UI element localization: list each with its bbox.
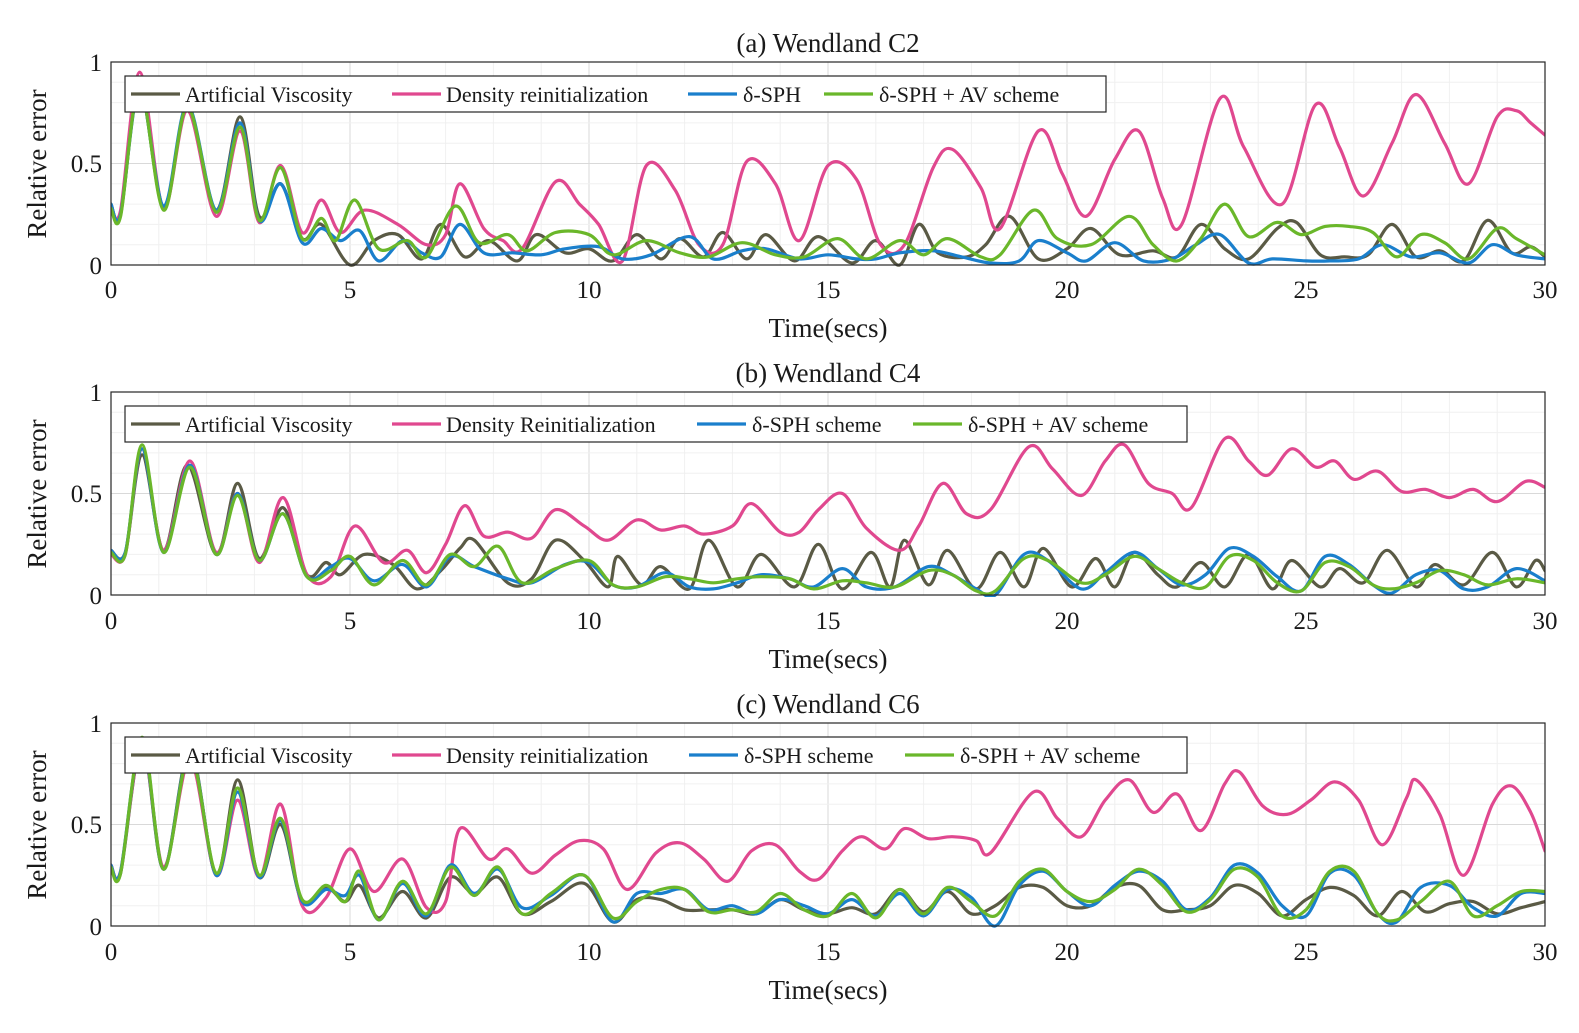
panel-c-axes-frame [110,722,1546,927]
panel-a-title: (a) Wendland C2 [736,28,919,58]
panel-a-ylabel: Relative error [22,89,52,238]
panel-a-legend-box [124,75,1107,113]
panel-a-ytick-0: 0 [90,253,103,280]
panel-c-ytick-0.5: 0.5 [71,812,102,839]
panel-a-legend-label-dsphav: δ-SPH + AV scheme [879,82,1059,107]
panel-b-ytick-0: 0 [90,583,103,610]
panel-a-xtick-5: 5 [344,277,357,304]
panel-c-series-dsphav [111,735,1545,923]
panel-c-lines [111,735,1545,928]
panel-a-legend-label-dsph: δ-SPH [743,82,801,107]
panel-b-xtick-10: 10 [577,608,602,635]
panel-c-xtick-5: 5 [344,939,357,966]
panel-b-axes-frame [110,391,1546,596]
panel-c-legend: Artificial Viscosity Density reinitializ… [124,736,1188,774]
panel-b-x-ticks: 0 5 10 15 20 25 30 [105,608,1558,635]
panel-b-xtick-30: 30 [1533,608,1558,635]
panel-b-ylabel: Relative error [22,419,52,568]
panel-a-y-ticks: 0 0.5 1 [71,50,102,280]
panel-b-legend-box [124,405,1188,443]
panel-b-lines [111,435,1545,597]
panel-b-legend-label-dsph: δ-SPH scheme [752,412,882,437]
panel-b-xtick-20: 20 [1055,608,1080,635]
panel-a-legend-label-dr: Density reinitialization [446,82,648,107]
panel-c-xtick-25: 25 [1294,939,1319,966]
panel-c-xtick-15: 15 [816,939,841,966]
panel-b: (b) Wendland C4 0 0.5 1 0 5 10 15 20 25 … [22,358,1558,674]
panel-c-xtick-10: 10 [577,939,602,966]
panel-a-xtick-10: 10 [577,277,602,304]
panel-a-xtick-30: 30 [1533,277,1558,304]
panel-c-x-ticks: 0 5 10 15 20 25 30 [105,939,1558,966]
panel-c-xlabel: Time(secs) [769,975,888,1005]
panel-b-legend-label-av: Artificial Viscosity [185,412,353,437]
panel-c-legend-label-dsphav: δ-SPH + AV scheme [960,743,1140,768]
panel-b-title: (b) Wendland C4 [736,358,921,388]
panel-c-xtick-20: 20 [1055,939,1080,966]
panel-c-legend-box [124,736,1188,774]
panel-b-legend-label-dr: Density Reinitialization [446,412,656,437]
panel-a-xtick-15: 15 [816,277,841,304]
panel-c-ytick-0: 0 [90,914,103,941]
panel-b-series-dr [111,435,1545,586]
panel-b-series-dsphav [111,443,1545,596]
panel-a-xtick-0: 0 [105,277,118,304]
panel-a-legend: Artificial Viscosity Density reinitializ… [124,75,1107,113]
panel-a-xlabel: Time(secs) [769,313,888,343]
panel-a-series-dsphav [111,84,1545,263]
panel-a-xtick-20: 20 [1055,277,1080,304]
panel-c-ytick-1: 1 [90,711,103,738]
panel-c-xtick-30: 30 [1533,939,1558,966]
panel-b-legend: Artificial Viscosity Density Reinitializ… [124,405,1188,443]
panel-b-xtick-25: 25 [1294,608,1319,635]
panel-b-legend-label-dsphav: δ-SPH + AV scheme [968,412,1148,437]
panel-b-xlabel: Time(secs) [769,644,888,674]
panel-c: (c) Wendland C6 0 0.5 1 0 5 10 15 20 25 … [22,689,1558,1005]
panel-b-ytick-0.5: 0.5 [71,481,102,508]
panel-a-ytick-1: 1 [90,50,103,77]
panel-b-y-ticks: 0 0.5 1 [71,380,102,610]
panel-b-xtick-0: 0 [105,608,118,635]
panel-a-axes-frame [110,61,1546,266]
panel-a-x-ticks: 0 5 10 15 20 25 30 [105,277,1558,304]
panel-a: (a) Wendland C2 0 0.5 1 0 5 10 15 20 25 … [22,28,1558,343]
panel-a-ytick-0.5: 0.5 [71,151,102,178]
panel-c-legend-label-dr: Density reinitialization [446,743,648,768]
panel-c-ylabel: Relative error [22,750,52,899]
panel-a-xtick-25: 25 [1294,277,1319,304]
panel-c-y-ticks: 0 0.5 1 [71,711,102,941]
panel-a-series-dsph [111,86,1545,266]
panel-b-xtick-15: 15 [816,608,841,635]
panel-c-xtick-0: 0 [105,939,118,966]
panel-a-lines [111,70,1545,267]
panel-c-title: (c) Wendland C6 [736,689,919,719]
panel-c-legend-label-av: Artificial Viscosity [185,743,353,768]
panel-b-xtick-5: 5 [344,608,357,635]
panel-b-ytick-1: 1 [90,380,103,407]
panel-a-legend-label-av: Artificial Viscosity [185,82,353,107]
panel-c-legend-label-dsph: δ-SPH scheme [744,743,874,768]
